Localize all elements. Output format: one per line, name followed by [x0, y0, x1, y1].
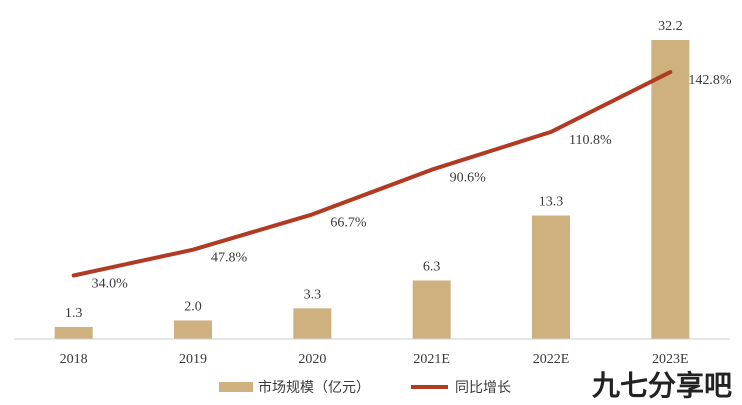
x-tick-labels: 2018 2019 2020 2021E 2022E 2023E	[60, 352, 689, 367]
legend-label-line: 同比增长	[455, 380, 511, 396]
bar-value-labels: 1.3 2.0 3.3 6.3 13.3 32.2	[65, 19, 683, 321]
growth-label-2019: 47.8%	[211, 251, 248, 266]
x-tick-2019: 2019	[179, 352, 207, 367]
bar-2019	[174, 320, 212, 339]
growth-line	[71, 70, 673, 278]
watermark-text: 九七分享吧	[592, 369, 732, 402]
growth-label-2023E: 142.8%	[688, 73, 732, 88]
bar-2018	[54, 326, 93, 339]
x-tick-2023E: 2023E	[652, 352, 689, 367]
bar-value-label-2020: 3.3	[304, 287, 322, 302]
bar-value-label-2021E: 6.3	[423, 260, 441, 275]
growth-label-2021E: 90.6%	[450, 171, 487, 186]
x-tick-2018: 2018	[60, 352, 88, 367]
legend-swatch-bar	[219, 382, 253, 392]
bar-value-label-2018: 1.3	[65, 306, 83, 321]
growth-label-2022E: 110.8%	[569, 133, 612, 148]
x-tick-2022E: 2022E	[533, 352, 570, 367]
bar-series	[54, 40, 690, 339]
bar-2023E	[651, 40, 690, 339]
growth-label-2018: 34.0%	[92, 276, 128, 291]
growth-value-labels: 34.0% 47.8% 66.7% 90.6% 110.8% 142.8%	[92, 73, 732, 291]
x-tick-2020: 2020	[298, 352, 326, 367]
bar-value-label-2023E: 32.2	[658, 19, 683, 34]
bar-2020	[293, 308, 332, 339]
bar-2021E	[412, 280, 451, 339]
bar-value-label-2022E: 13.3	[539, 195, 564, 210]
legend-label-bar: 市场规模（亿元）	[258, 379, 370, 396]
legend: 市场规模（亿元） 同比增长	[219, 379, 511, 396]
x-tick-2021E: 2021E	[413, 352, 450, 367]
bar-2022E	[532, 215, 570, 339]
bar-value-label-2019: 2.0	[184, 299, 202, 314]
growth-label-2020: 66.7%	[330, 215, 367, 230]
